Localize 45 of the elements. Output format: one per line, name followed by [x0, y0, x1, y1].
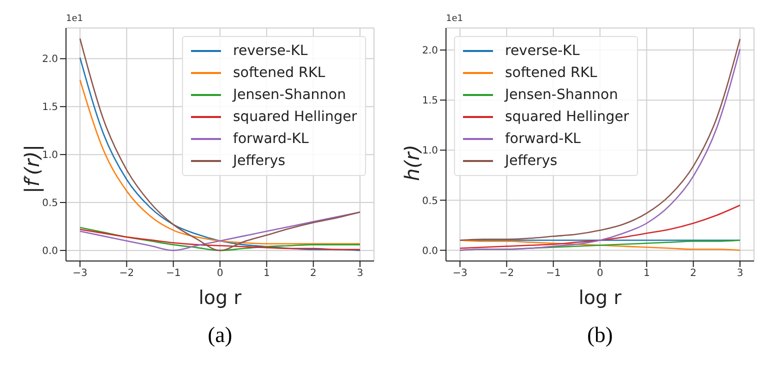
x-tick-label: 1 — [643, 268, 650, 280]
y-tick-label: 2.0 — [42, 54, 58, 66]
legend-label: softened RKL — [233, 64, 326, 83]
legend-label: squared Hellinger — [505, 108, 629, 127]
legend-label: Jensen-Shannon — [233, 86, 346, 105]
x-tick-label: 3 — [736, 268, 744, 280]
legend-label: forward-KL — [233, 130, 309, 149]
text: (b) — [586, 322, 614, 348]
y-axis-title: h(r) — [400, 144, 424, 182]
text: 1e1 — [66, 14, 83, 24]
legend-label: squared Hellinger — [233, 108, 357, 127]
x-axis-title: log r — [198, 287, 242, 309]
legend-label: Jefferys — [505, 152, 558, 171]
y-tick-label: 0.5 — [42, 198, 58, 210]
y-tick-label: 1.0 — [42, 150, 58, 162]
x-tick-label: 1 — [263, 268, 270, 280]
x-tick-label: −3 — [452, 268, 468, 280]
y-tick-label: 1.5 — [422, 96, 438, 107]
legend-label: forward-KL — [505, 130, 581, 149]
legend-label: Jensen-Shannon — [505, 86, 618, 105]
y-axis-title: |f′(r)| — [20, 144, 44, 194]
y-tick-label: 1.5 — [42, 102, 58, 114]
x-tick-label: −1 — [166, 268, 181, 280]
text: (a) — [206, 322, 234, 348]
x-tick-label: 0 — [216, 268, 224, 280]
x-tick-label: −3 — [72, 268, 88, 280]
y-tick-label: 0.5 — [422, 196, 438, 207]
x-tick-label: 3 — [356, 268, 364, 280]
y-tick-label: 0.0 — [422, 246, 438, 257]
text: 1e1 — [446, 14, 463, 24]
legend-label: reverse-KL — [233, 42, 308, 61]
legend-label: softened RKL — [505, 64, 598, 83]
legend-label: Jefferys — [233, 152, 286, 171]
x-axis-title: log r — [578, 287, 622, 309]
x-tick-label: −1 — [546, 268, 561, 280]
x-tick-label: 2 — [310, 268, 317, 280]
y-tick-label: 0.0 — [42, 246, 58, 258]
line-series — [459, 204, 741, 249]
x-tick-label: 2 — [690, 268, 697, 280]
y-tick-label: 1.0 — [422, 146, 438, 157]
legend-label: reverse-KL — [505, 42, 580, 61]
y-tick-label: 2.0 — [422, 46, 438, 57]
x-tick-label: 0 — [596, 268, 604, 280]
x-tick-label: −2 — [119, 268, 134, 280]
x-tick-label: −2 — [499, 268, 514, 280]
